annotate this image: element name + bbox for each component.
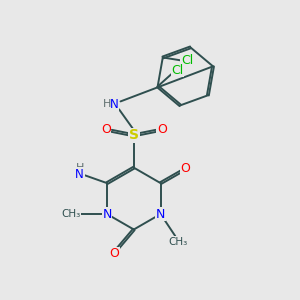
Text: N: N xyxy=(102,208,112,220)
Text: N: N xyxy=(156,208,165,220)
Text: O: O xyxy=(157,123,167,136)
Text: CH₃: CH₃ xyxy=(61,209,81,219)
Text: S: S xyxy=(129,128,139,142)
Text: H: H xyxy=(76,163,84,173)
Text: O: O xyxy=(110,248,120,260)
Text: H: H xyxy=(103,99,111,110)
Text: CH₃: CH₃ xyxy=(169,237,188,247)
Text: O: O xyxy=(181,162,190,175)
Text: N: N xyxy=(75,168,84,181)
Text: N: N xyxy=(110,98,118,111)
Text: O: O xyxy=(101,123,111,136)
Text: Cl: Cl xyxy=(171,64,184,77)
Text: Cl: Cl xyxy=(181,54,193,67)
